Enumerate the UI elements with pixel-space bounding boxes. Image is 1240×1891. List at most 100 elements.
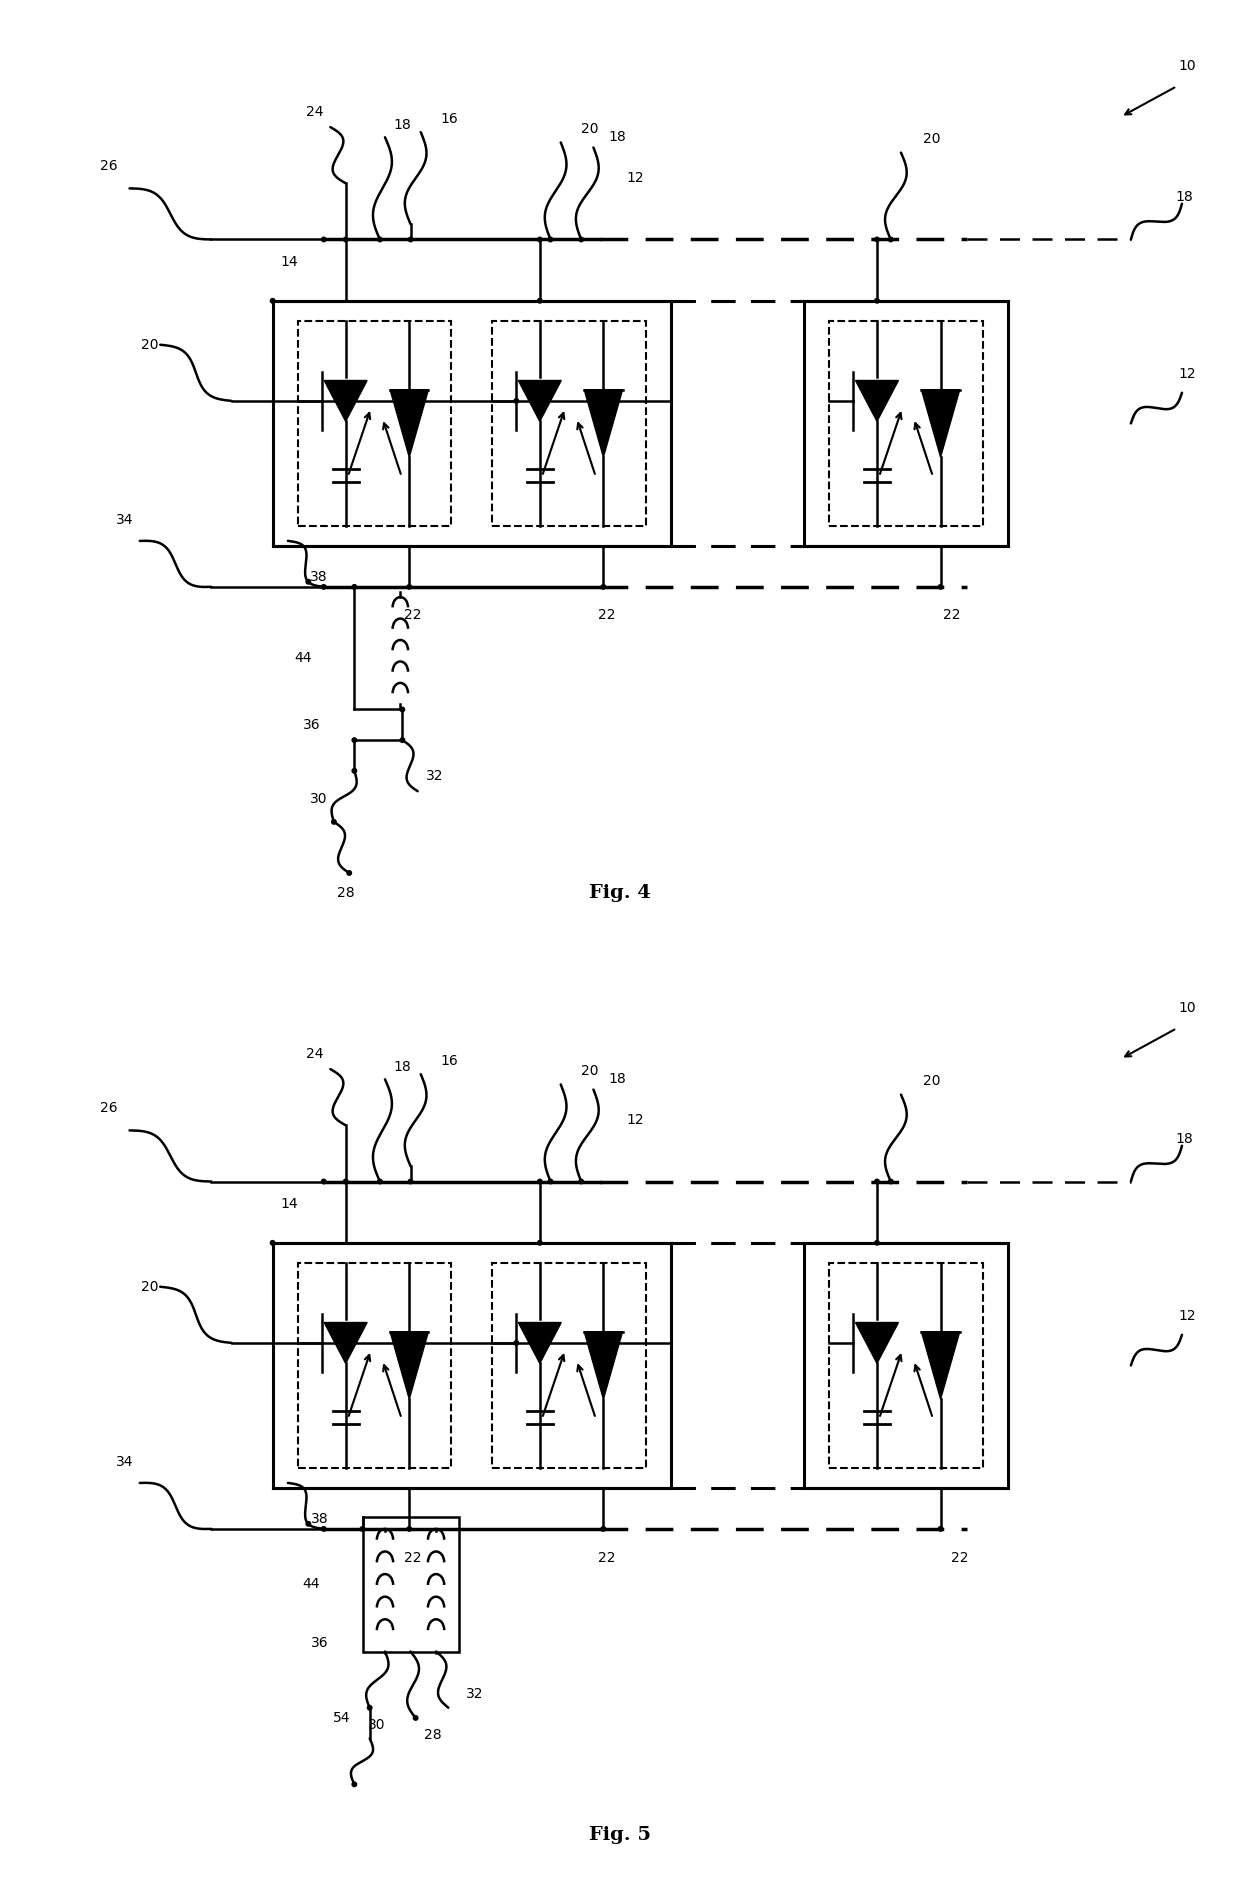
Text: 26: 26 xyxy=(100,1101,118,1116)
Bar xyxy=(492,321,646,526)
Circle shape xyxy=(538,299,542,303)
Text: 32: 32 xyxy=(466,1687,484,1702)
Polygon shape xyxy=(391,390,429,458)
Circle shape xyxy=(548,236,553,242)
Circle shape xyxy=(413,1715,418,1721)
Circle shape xyxy=(352,737,357,743)
Text: 16: 16 xyxy=(440,112,459,127)
Bar xyxy=(273,301,671,546)
Text: 20: 20 xyxy=(141,1280,159,1293)
Text: 30: 30 xyxy=(368,1719,386,1732)
Circle shape xyxy=(538,1180,542,1184)
Text: 14: 14 xyxy=(280,255,299,269)
Text: 18: 18 xyxy=(1176,1131,1193,1146)
Text: 18: 18 xyxy=(1176,189,1193,204)
Circle shape xyxy=(321,1180,326,1184)
Bar xyxy=(298,321,451,526)
Text: 54: 54 xyxy=(334,1711,351,1725)
Text: 38: 38 xyxy=(310,569,327,584)
Circle shape xyxy=(538,1240,542,1244)
Circle shape xyxy=(401,737,404,743)
Circle shape xyxy=(401,707,404,711)
Circle shape xyxy=(306,1522,310,1526)
Circle shape xyxy=(407,1526,412,1532)
Bar xyxy=(298,1263,451,1467)
Text: Fig. 4: Fig. 4 xyxy=(589,885,651,902)
Circle shape xyxy=(306,579,310,584)
Bar xyxy=(830,321,983,526)
Text: 20: 20 xyxy=(923,132,940,146)
Text: 22: 22 xyxy=(599,609,616,622)
Circle shape xyxy=(352,1781,357,1787)
Circle shape xyxy=(548,1180,553,1184)
Text: 16: 16 xyxy=(440,1053,459,1068)
Circle shape xyxy=(378,1180,382,1184)
Circle shape xyxy=(538,236,542,242)
Text: 20: 20 xyxy=(923,1074,940,1089)
Text: 12: 12 xyxy=(626,1114,644,1127)
Text: 18: 18 xyxy=(608,130,626,144)
Circle shape xyxy=(270,1240,275,1244)
Text: 44: 44 xyxy=(303,1577,320,1590)
Circle shape xyxy=(343,236,348,242)
Text: 30: 30 xyxy=(310,792,327,806)
Text: 38: 38 xyxy=(311,1511,329,1526)
Circle shape xyxy=(408,236,413,242)
Bar xyxy=(362,1517,459,1651)
Circle shape xyxy=(367,1706,372,1709)
Text: 22: 22 xyxy=(951,1551,968,1564)
Polygon shape xyxy=(856,380,899,422)
Polygon shape xyxy=(921,390,960,458)
Circle shape xyxy=(874,1180,879,1184)
Text: 34: 34 xyxy=(115,1456,133,1469)
Circle shape xyxy=(331,819,336,824)
Text: 18: 18 xyxy=(608,1072,626,1085)
Polygon shape xyxy=(856,1322,899,1363)
Text: 36: 36 xyxy=(303,719,320,732)
Text: 22: 22 xyxy=(404,609,422,622)
Text: 18: 18 xyxy=(393,117,412,132)
Circle shape xyxy=(889,1180,893,1184)
Polygon shape xyxy=(518,1322,562,1363)
Text: 12: 12 xyxy=(626,172,644,185)
Text: 34: 34 xyxy=(115,514,133,528)
Text: 28: 28 xyxy=(337,887,355,900)
Text: 22: 22 xyxy=(944,609,961,622)
Circle shape xyxy=(939,1526,942,1532)
Circle shape xyxy=(874,236,879,242)
Circle shape xyxy=(407,584,412,590)
Text: Fig. 5: Fig. 5 xyxy=(589,1827,651,1844)
Circle shape xyxy=(321,1526,326,1532)
Text: 32: 32 xyxy=(427,770,444,783)
Text: 22: 22 xyxy=(404,1551,422,1564)
Bar xyxy=(273,1242,671,1488)
Text: 20: 20 xyxy=(580,1065,598,1078)
Text: 12: 12 xyxy=(1178,1309,1195,1324)
Circle shape xyxy=(352,768,357,773)
Circle shape xyxy=(347,870,351,876)
Circle shape xyxy=(352,584,357,590)
Text: 44: 44 xyxy=(295,651,312,666)
Polygon shape xyxy=(584,1331,622,1399)
Text: 28: 28 xyxy=(424,1728,441,1742)
Circle shape xyxy=(601,1526,605,1532)
Circle shape xyxy=(601,584,605,590)
Circle shape xyxy=(270,299,275,303)
Text: 10: 10 xyxy=(1178,59,1195,72)
Polygon shape xyxy=(518,380,562,422)
Text: 26: 26 xyxy=(100,159,118,172)
Polygon shape xyxy=(324,380,367,422)
Text: 20: 20 xyxy=(141,338,159,352)
Circle shape xyxy=(515,399,518,403)
Circle shape xyxy=(321,236,326,242)
Text: 24: 24 xyxy=(306,104,324,119)
Circle shape xyxy=(874,299,879,303)
Polygon shape xyxy=(584,390,622,458)
Circle shape xyxy=(321,584,326,590)
Text: 24: 24 xyxy=(306,1048,324,1061)
Circle shape xyxy=(939,584,942,590)
Polygon shape xyxy=(921,1331,960,1399)
Polygon shape xyxy=(324,1322,367,1363)
Text: 36: 36 xyxy=(311,1636,329,1651)
Circle shape xyxy=(361,1526,365,1532)
